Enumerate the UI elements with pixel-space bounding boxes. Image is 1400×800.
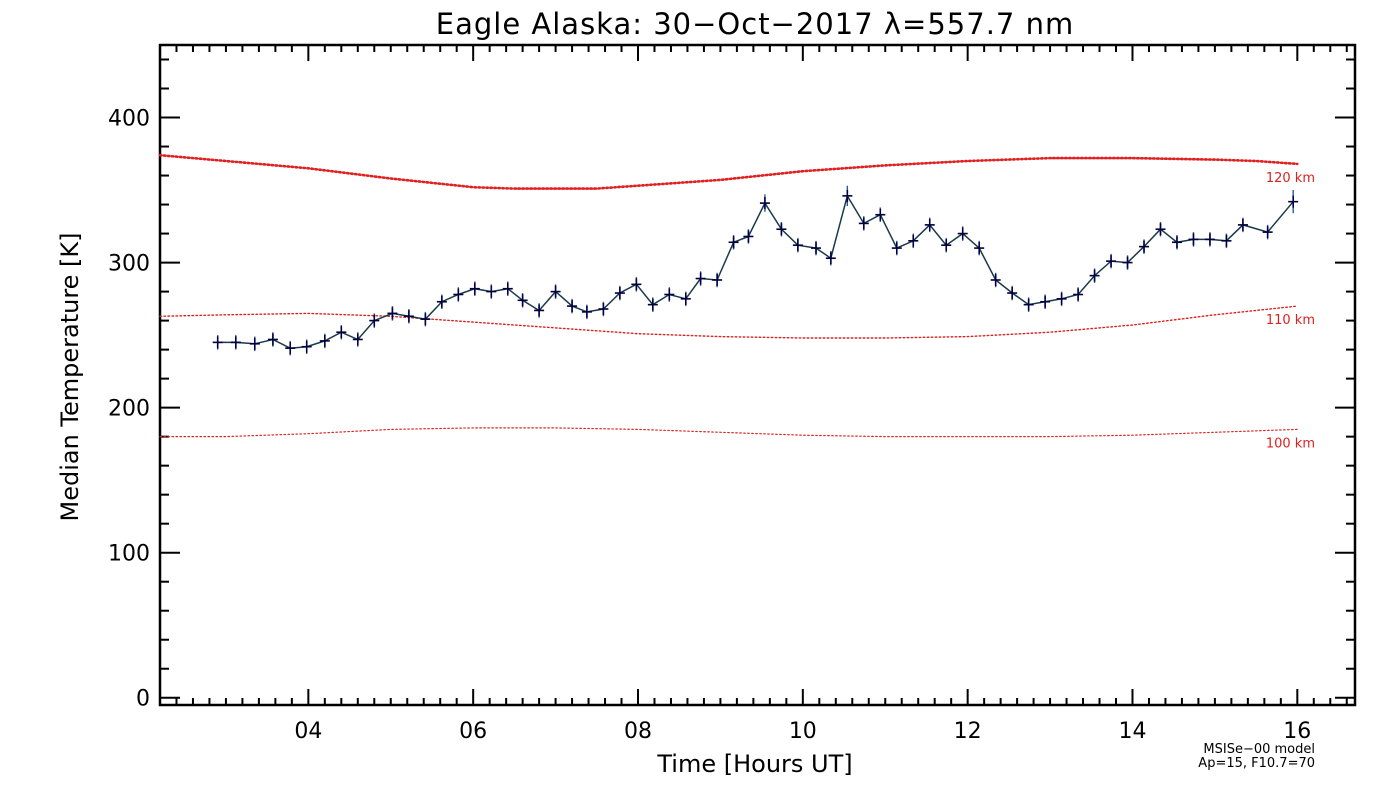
data-point — [825, 252, 836, 265]
model-reference-curves: 120 km 110 km 100 km — [158, 153, 1315, 451]
data-point — [924, 218, 935, 231]
data-point — [550, 285, 561, 298]
data-point — [502, 282, 513, 295]
data-point — [908, 234, 919, 247]
data-point — [1023, 298, 1034, 311]
data-point — [387, 307, 398, 320]
model-note-line-1: MSISe−00 model — [1203, 742, 1315, 757]
data-point — [1040, 295, 1051, 308]
data-point — [267, 333, 278, 346]
x-tick-label: 16 — [1283, 719, 1311, 744]
data-point — [631, 278, 642, 291]
data-point — [1221, 234, 1232, 247]
reference-curve — [159, 427, 1298, 438]
data-point — [212, 336, 223, 349]
data-point — [1007, 287, 1018, 300]
data-point — [941, 239, 952, 252]
data-point — [403, 310, 414, 323]
x-tick-label: 06 — [459, 719, 487, 744]
x-tick-label: 12 — [954, 719, 982, 744]
data-point — [728, 236, 739, 249]
data-point — [1288, 195, 1299, 208]
data-point — [712, 273, 723, 286]
reference-curve — [159, 305, 1299, 339]
data-point — [1089, 269, 1100, 282]
y-axis-ticks: 0 100 200 300 400 — [108, 58, 1355, 712]
data-point — [369, 314, 380, 327]
y-tick-label: 0 — [136, 687, 150, 712]
data-point — [598, 303, 609, 315]
data-point — [517, 294, 528, 307]
data-point — [301, 340, 312, 353]
y-tick-label: 100 — [108, 542, 150, 567]
data-point — [1056, 292, 1067, 305]
reference-curve-label: 100 km — [1266, 436, 1315, 451]
data-point — [336, 326, 347, 339]
data-point — [230, 336, 241, 349]
data-point — [875, 208, 886, 221]
data-point — [453, 288, 464, 301]
chart-title: Eagle Alaska: 30−Oct−2017 λ=557.7 nm — [436, 7, 1074, 41]
x-axis-ticks: 04 06 08 10 12 14 16 — [175, 45, 1348, 744]
x-axis-label: Time [Hours UT] — [656, 750, 852, 778]
plot-frame — [158, 43, 1357, 707]
x-tick-label: 04 — [294, 719, 322, 744]
data-point — [1204, 233, 1215, 246]
x-tick-label: 14 — [1118, 719, 1146, 744]
data-point — [776, 223, 787, 236]
data-point — [534, 304, 545, 317]
data-point — [1122, 256, 1133, 269]
y-axis-label: Median Temperature [K] — [56, 232, 84, 521]
data-point — [858, 217, 869, 230]
data-point — [842, 189, 853, 202]
y-tick-label: 400 — [108, 107, 150, 132]
data-point — [680, 292, 691, 305]
data-point — [792, 239, 803, 252]
data-point — [614, 287, 625, 300]
model-note-line-2: Ap=15, F10.7=70 — [1198, 756, 1315, 771]
data-point — [974, 242, 985, 255]
data-point — [469, 282, 480, 295]
data-point — [1106, 255, 1117, 268]
data-series — [212, 185, 1299, 356]
data-point — [891, 242, 902, 255]
data-point — [1262, 226, 1273, 239]
y-tick-label: 200 — [108, 397, 150, 422]
data-point — [811, 242, 822, 255]
data-point — [319, 334, 330, 347]
data-point — [486, 285, 497, 298]
data-point — [759, 197, 770, 210]
data-point — [436, 295, 447, 308]
data-point — [1171, 236, 1182, 249]
data-point — [352, 333, 363, 346]
reference-curve — [158, 153, 1299, 190]
data-point — [249, 337, 260, 350]
reference-curve-label: 120 km — [1266, 171, 1315, 186]
data-point — [664, 288, 675, 301]
data-point — [990, 273, 1001, 286]
data-point — [581, 305, 592, 318]
data-point — [1237, 218, 1248, 231]
data-point — [1155, 223, 1166, 236]
x-tick-label: 10 — [789, 719, 817, 744]
y-tick-label: 300 — [108, 252, 150, 277]
reference-curve-label: 110 km — [1266, 313, 1315, 328]
x-tick-label: 08 — [624, 719, 652, 744]
data-point — [957, 227, 968, 240]
data-point — [1073, 288, 1084, 301]
data-point — [695, 272, 706, 285]
data-point — [647, 298, 658, 311]
data-point — [420, 313, 431, 326]
data-point — [1139, 240, 1150, 253]
data-point — [743, 230, 754, 243]
data-point — [1188, 233, 1199, 246]
data-point — [567, 300, 578, 313]
data-point — [285, 342, 296, 355]
